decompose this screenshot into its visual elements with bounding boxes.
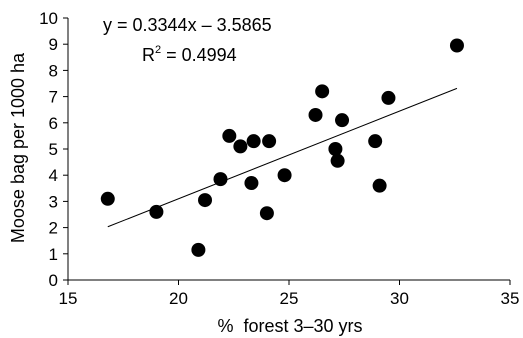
regression-equation: y = 0.3344x – 3.5865 — [103, 15, 272, 35]
y-axis-title: Moose bag per 1000 ha — [8, 52, 28, 243]
data-point — [368, 134, 383, 149]
data-point — [246, 134, 261, 149]
data-point — [315, 84, 330, 99]
axes: 0 1 2 3 4 5 6 7 8 9 10 15 20 25 30 35 — [39, 9, 519, 308]
x-tick-label: 15 — [59, 289, 78, 308]
data-point — [198, 193, 213, 208]
data-point — [191, 242, 206, 257]
x-axis-title: % forest 3–30 yrs — [217, 316, 362, 336]
data-point — [262, 134, 277, 149]
x-tick-label: 35 — [501, 289, 520, 308]
trendline-group — [107, 87, 458, 228]
y-tick-label: 1 — [49, 245, 58, 264]
data-point — [259, 206, 274, 221]
data-point — [213, 172, 228, 187]
y-tick-label: 2 — [49, 219, 58, 238]
r-squared-label: R2 = 0.4994 — [142, 44, 237, 65]
y-tick-label: 9 — [49, 35, 58, 54]
data-point — [149, 204, 164, 219]
data-points — [100, 38, 464, 257]
y-tick-label: 0 — [49, 271, 58, 290]
y-tick-label: 7 — [49, 88, 58, 107]
trendline — [107, 87, 458, 228]
y-tick-label: 3 — [49, 192, 58, 211]
y-tick-label: 5 — [49, 140, 58, 159]
x-tick-label: 30 — [390, 289, 409, 308]
y-tick-label: 8 — [49, 61, 58, 80]
y-tick-label: 6 — [49, 114, 58, 133]
data-point — [244, 176, 259, 191]
data-point — [381, 90, 396, 105]
data-point — [100, 191, 115, 206]
data-point — [372, 178, 387, 193]
data-point — [335, 113, 350, 128]
x-tick-label: 20 — [169, 289, 188, 308]
data-point — [233, 139, 248, 154]
data-point — [308, 107, 323, 122]
x-tick-label: 25 — [280, 289, 299, 308]
data-point — [222, 128, 237, 143]
y-tick-label: 10 — [39, 9, 58, 28]
y-tick-label: 4 — [49, 166, 58, 185]
data-point — [330, 153, 345, 168]
data-point — [449, 38, 464, 53]
data-point — [328, 142, 343, 156]
data-point — [277, 168, 292, 183]
